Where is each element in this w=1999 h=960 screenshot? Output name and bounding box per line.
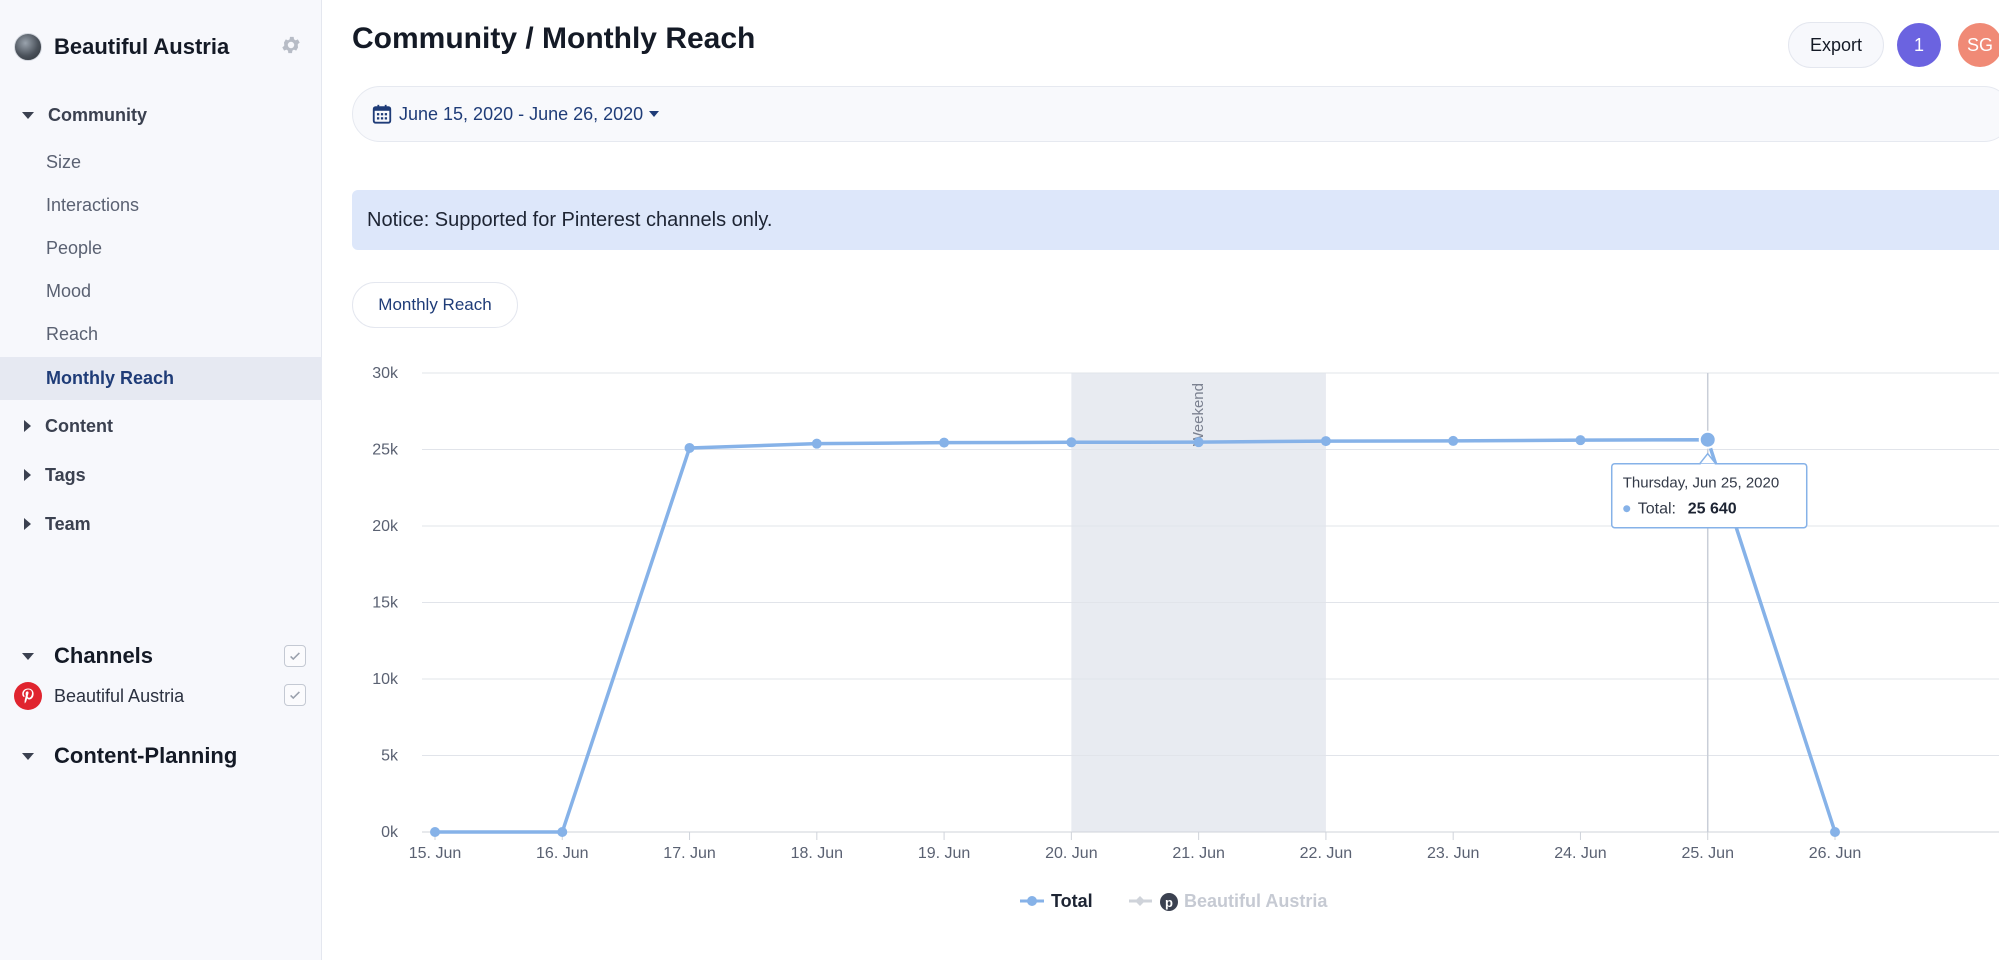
sidebar: Beautiful Austria Community Size Interac… [0,0,322,960]
brand-name: Beautiful Austria [54,34,230,59]
y-tick-label: 20k [372,518,399,535]
caret-down-icon [22,652,34,660]
x-tick-label: 16. Jun [536,845,588,862]
gear-icon[interactable] [280,34,302,56]
nav-section-content[interactable]: Content [0,409,322,443]
series-line-total [435,437,1837,834]
x-tick-label: 23. Jun [1427,845,1479,862]
check-icon [290,691,300,700]
channel-label: Beautiful Austria [54,685,185,706]
tab-monthly-reach[interactable]: Monthly Reach [352,282,518,328]
caret-right-icon [24,420,31,432]
data-point [1193,437,1204,448]
nav-section-label: Community [48,104,147,125]
y-tick-label: 30k [372,365,399,382]
y-tick-label: 25k [372,442,399,459]
monthly-reach-chart: Weekend 0k 5k 10k 15k 20k 25k 30k 15. Jun 16. Jun… [322,350,1999,930]
tooltip-value: 25 640 [1688,501,1737,518]
chart-svg: Weekend 0k 5k 10k 15k 20k 25k 30k 15. Jun 16. Jun… [372,365,1999,911]
nav-section-tags[interactable]: Tags [0,458,322,492]
x-tick-label: 20. Jun [1045,845,1097,862]
x-tick-label: 21. Jun [1172,845,1224,862]
sidebar-item-reach[interactable]: Reach [46,324,99,344]
data-point [939,437,950,448]
nav-section-team[interactable]: Team [0,507,322,541]
y-tick-label: 15k [372,595,399,612]
channel-row[interactable]: Beautiful Austria [0,680,322,712]
pinterest-icon [14,682,42,710]
legend-item-total: Total [1051,891,1093,911]
weekend-band-label: Weekend [1190,383,1207,446]
x-tick-label: 15. Jun [409,845,461,862]
calendar-icon[interactable] [371,103,393,125]
tooltip-series-label: Total: [1638,501,1676,518]
caret-right-icon [24,518,31,530]
notice-banner: Notice: Supported for Pinterest channels… [352,190,1999,250]
x-tick-label: 17. Jun [663,845,715,862]
main-content: Community / Monthly Reach Export 1 SG Ju… [322,0,1999,960]
date-range-bar: June 15, 2020 - June 26, 2020 [352,86,1999,142]
x-tick-label: 25. Jun [1681,845,1733,862]
channels-select-all-checkbox[interactable] [284,645,306,667]
export-button[interactable]: Export [1788,22,1884,68]
data-point [430,827,440,837]
channel-checkbox[interactable] [284,684,306,706]
sidebar-item-mood[interactable]: Mood [46,281,92,301]
legend-marker-total [1027,896,1037,906]
y-tick-label: 0k [381,824,399,841]
data-point [557,827,568,837]
legend-pinterest-glyph: p [1165,895,1173,910]
legend-marker-channel [1135,896,1145,906]
x-tick-label: 26. Jun [1809,845,1861,862]
x-tick-label: 22. Jun [1300,845,1352,862]
check-icon [290,652,300,661]
data-point [1320,436,1331,447]
channels-section[interactable]: Channels [0,638,322,674]
legend-item-channel: Beautiful Austria [1184,891,1328,911]
channels-label: Channels [54,643,154,668]
content-planning-section[interactable]: Content-Planning [0,738,322,774]
notification-badge[interactable]: 1 [1897,23,1941,67]
nav-section-label: Tags [45,464,86,485]
x-tick-label: 19. Jun [918,845,970,862]
chevron-down-icon[interactable] [649,111,660,117]
caret-down-icon [22,111,34,119]
tooltip-arrow-mask [1700,463,1715,466]
tooltip-date: Thursday, Jun 25, 2020 [1623,475,1780,492]
user-avatar[interactable]: SG [1958,23,1999,67]
data-point [1448,435,1459,446]
data-point [811,438,822,449]
y-tick-label: 5k [381,748,399,765]
page-title: Community / Monthly Reach [352,22,756,55]
sidebar-item-interactions[interactable]: Interactions [46,195,140,215]
legend-pinterest-icon [1160,893,1178,911]
data-point [1575,435,1586,446]
nav-section-label: Team [45,513,91,534]
brand-avatar [14,33,42,61]
data-point [684,442,695,453]
sidebar-item-size[interactable]: Size [46,152,82,172]
x-tick-label: 24. Jun [1554,845,1606,862]
sidebar-item-people[interactable]: People [46,238,103,258]
brand[interactable]: Beautiful Austria [14,32,229,62]
date-range-picker[interactable]: June 15, 2020 - June 26, 2020 [399,103,644,124]
data-point [1698,430,1717,449]
nav-section-community[interactable]: Community [0,98,322,132]
x-tick-label: 18. Jun [791,845,843,862]
tooltip-series-dot [1623,505,1631,513]
content-planning-label: Content-Planning [54,743,238,768]
nav-section-label: Content [45,415,113,436]
tooltip-box [1610,462,1808,529]
caret-down-icon [22,752,34,760]
data-point [1066,437,1077,448]
y-tick-label: 10k [372,671,399,688]
data-point [1830,827,1840,837]
sidebar-item-monthly-reach[interactable]: Monthly Reach [0,357,322,400]
caret-right-icon [24,469,31,481]
